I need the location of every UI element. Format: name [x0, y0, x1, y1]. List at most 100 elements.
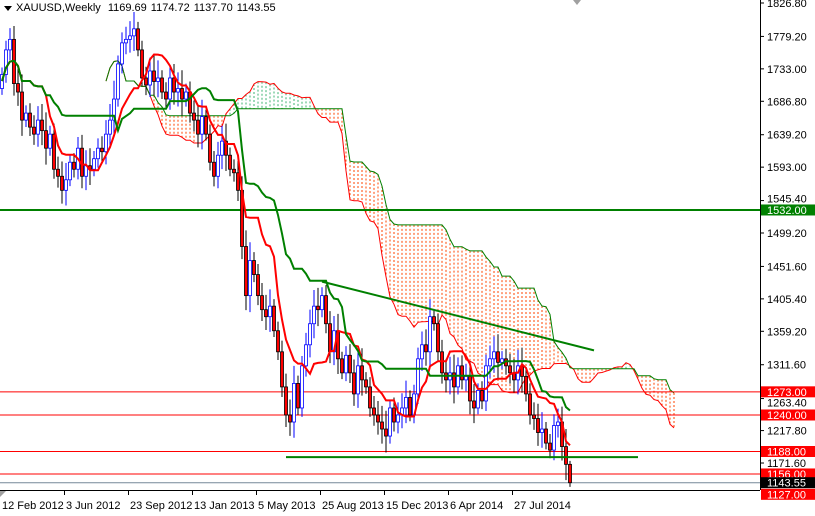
price-label-box — [761, 409, 815, 421]
candle-body — [552, 425, 556, 451]
candle-body — [308, 323, 312, 346]
candle-body — [416, 358, 420, 395]
price-label: 1240.00 — [767, 410, 807, 422]
y-tick-label: 1451.60 — [767, 261, 807, 273]
candle-body — [284, 386, 288, 416]
candle-body — [256, 274, 260, 297]
dropdown-triangle-icon[interactable] — [4, 5, 12, 11]
candle-body — [408, 397, 412, 416]
candle-body — [156, 77, 160, 82]
candle-body — [460, 365, 464, 381]
x-tick-label: 27 Jul 2014 — [514, 500, 571, 512]
x-tick-label: 23 Sep 2012 — [130, 500, 192, 512]
price-label-box — [761, 477, 815, 489]
candle-body — [244, 246, 248, 297]
candle-body — [200, 116, 204, 135]
candle-body — [348, 354, 352, 374]
candle-body — [124, 38, 128, 44]
candle-body — [0, 74, 4, 89]
candle-body — [564, 446, 568, 465]
candle-body — [164, 91, 168, 100]
candle-body — [220, 140, 224, 156]
y-tick-label: 1779.20 — [767, 31, 807, 43]
candle-body — [540, 428, 544, 433]
candle-body — [384, 428, 388, 437]
candle-body — [168, 77, 172, 100]
candle-body — [484, 365, 488, 402]
candle-body — [524, 375, 528, 395]
candle-body — [32, 126, 36, 135]
y-tick-label: 1733.00 — [767, 64, 807, 76]
y-tick-label: 1171.60 — [767, 458, 806, 470]
candle-body — [296, 382, 300, 409]
candle-body — [116, 63, 120, 100]
candle-body — [188, 91, 192, 114]
candle-body — [60, 175, 64, 191]
ohlc-high: 1174.72 — [150, 2, 190, 14]
candle-body — [328, 323, 332, 353]
candle-body — [64, 179, 68, 191]
candle-body — [312, 305, 316, 325]
x-tick-label: 13 Jan 2013 — [194, 500, 255, 512]
candle-body — [340, 358, 344, 374]
candle-body — [472, 400, 476, 409]
candle-body — [176, 88, 180, 93]
y-tick-label: 1359.20 — [767, 326, 807, 338]
candle-body — [268, 305, 272, 318]
candle-body — [392, 407, 396, 423]
candle-body — [52, 133, 56, 170]
candle-body — [492, 351, 496, 360]
ohlc-open: 1169.69 — [107, 2, 147, 14]
chart-header: XAUUSD,Weekly 1169.69 1174.72 1137.70 1143.… — [4, 2, 280, 14]
candle-body — [536, 418, 540, 433]
chart-shift-marker-icon[interactable] — [573, 0, 581, 5]
senkou-span-a-line — [105, 60, 675, 429]
price-label-box — [761, 204, 815, 216]
y-tick-label: 1545.40 — [767, 194, 807, 206]
price-label: 1532.00 — [767, 205, 807, 217]
candle-body — [440, 351, 444, 374]
candle-body — [16, 83, 20, 93]
candle-body — [28, 112, 32, 128]
ohlc-low: 1137.70 — [193, 2, 233, 14]
senkou-span-b-line — [105, 60, 675, 394]
y-tick-label: 1217.80 — [767, 426, 807, 438]
price-label: 1127.00 — [767, 489, 806, 501]
candle-body — [464, 375, 468, 381]
candle-body — [68, 161, 72, 181]
candle-body — [500, 358, 504, 363]
candle-body — [216, 154, 220, 177]
y-tick-label: 1263.40 — [767, 398, 807, 410]
candle-body — [396, 414, 400, 423]
candle-body — [224, 140, 228, 156]
candle-body — [368, 386, 372, 409]
candle-body — [324, 295, 328, 325]
candle-body — [372, 407, 376, 416]
candle-body — [36, 119, 40, 135]
y-tick-label: 1405.40 — [767, 294, 807, 306]
candle-body — [452, 372, 456, 388]
candle-body — [92, 158, 96, 170]
candle-body — [180, 88, 184, 100]
candle-body — [144, 77, 148, 86]
candle-body — [480, 390, 484, 402]
candle-body — [488, 358, 492, 367]
candle-body — [140, 49, 144, 79]
plot-area — [0, 11, 760, 487]
candle-body — [100, 147, 104, 153]
tenkan-sen-line — [1, 53, 571, 447]
y-tick-label: 1311.60 — [767, 360, 806, 372]
candle-body — [248, 260, 252, 297]
price-label: 1273.00 — [767, 387, 807, 399]
candle-body — [380, 421, 384, 430]
candle-body — [196, 119, 200, 135]
candle-body — [376, 414, 380, 423]
price-label-box — [761, 468, 815, 480]
candle-body — [132, 28, 136, 37]
candle-body — [148, 70, 152, 86]
candle-body — [208, 133, 212, 163]
candle-body — [364, 379, 368, 388]
candle-body — [128, 35, 132, 40]
candle-body — [40, 119, 44, 132]
